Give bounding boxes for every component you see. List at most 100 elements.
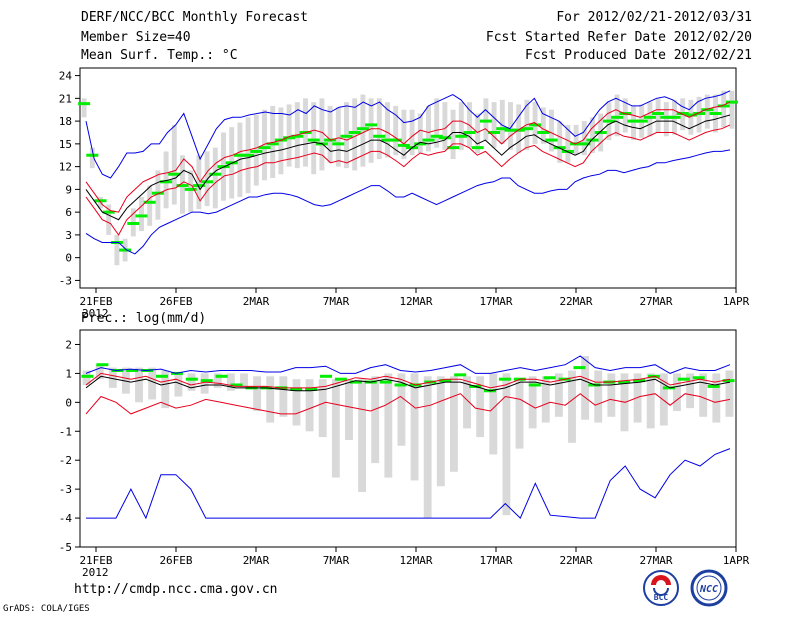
temp-box xyxy=(475,113,481,153)
temp-year-label: 2012 xyxy=(82,307,109,320)
temp-box xyxy=(573,124,579,156)
temp-box xyxy=(212,147,218,209)
prec-ytick-label: 2 xyxy=(65,338,72,351)
temp-box xyxy=(106,204,112,235)
prec-box xyxy=(345,379,353,440)
temp-ytick-label: 24 xyxy=(59,70,73,83)
temp-ens-max-line xyxy=(85,90,731,179)
temp-box xyxy=(450,109,456,160)
prec-box xyxy=(371,376,380,464)
temp-ens-min-line xyxy=(85,149,731,255)
temp-box xyxy=(721,90,727,128)
temp-box xyxy=(508,102,513,150)
temp-box xyxy=(385,102,390,158)
prec-box xyxy=(476,376,485,438)
temp-box xyxy=(704,94,710,129)
prec-box xyxy=(423,376,432,519)
temp-box xyxy=(163,151,169,209)
prec-xtick-label: 22MAR xyxy=(559,554,592,567)
temp-box xyxy=(409,109,415,156)
ncc-logo-icon: NCC xyxy=(690,569,728,607)
temp-ytick-label: 9 xyxy=(65,183,72,196)
temp-box xyxy=(196,155,202,210)
temp-box xyxy=(89,147,95,169)
prec-box xyxy=(148,367,157,400)
temp-box xyxy=(171,124,177,205)
temp-box xyxy=(335,107,341,167)
prec-box xyxy=(554,373,563,417)
prec-box xyxy=(449,376,458,472)
prec-box xyxy=(318,379,327,438)
prec-box xyxy=(515,379,524,449)
temp-box xyxy=(483,98,489,141)
prec-box xyxy=(305,379,314,432)
temp-box xyxy=(360,94,366,167)
prec-box xyxy=(489,373,498,455)
prec-box xyxy=(292,379,301,426)
temp-box xyxy=(688,99,694,135)
prec-box xyxy=(384,373,393,478)
prec-box xyxy=(266,376,275,423)
temp-ytick-label: -3 xyxy=(59,274,72,287)
prec-ytick-label: -1 xyxy=(59,425,72,438)
prec-panel-title: Prec.: log(mm/d) xyxy=(81,311,206,326)
prec-box xyxy=(410,373,419,481)
prec-box xyxy=(463,376,471,429)
prec-xtick-label: 26FEB xyxy=(159,554,192,567)
prec-box xyxy=(253,376,262,412)
svg-text:BCC: BCC xyxy=(654,593,669,602)
temp-box xyxy=(319,98,325,171)
prec-box xyxy=(135,367,143,403)
temp-xtick-label: 7MAR xyxy=(323,295,350,308)
forecast-produced: Fcst Produced Date 2012/02/21 xyxy=(525,48,752,63)
prec-box xyxy=(397,373,406,446)
temp-ytick-label: 12 xyxy=(59,161,72,174)
prec-ytick-label: -2 xyxy=(59,454,72,467)
temp-box xyxy=(631,105,636,141)
temp-box xyxy=(417,113,423,153)
temp-box xyxy=(114,234,120,266)
prec-box xyxy=(174,373,183,397)
temp-box xyxy=(557,121,563,163)
temp-box xyxy=(352,98,358,171)
prec-ytick-label: 1 xyxy=(65,367,72,380)
temp-lower-line xyxy=(85,124,731,236)
prec-box xyxy=(502,373,511,516)
svg-text:NCC: NCC xyxy=(699,584,718,595)
temp-ytick-label: 21 xyxy=(59,92,72,105)
member-size: Member Size=40 xyxy=(81,30,191,45)
temp-ytick-label: 6 xyxy=(65,206,72,219)
prec-box xyxy=(581,356,590,420)
prec-box xyxy=(699,373,708,417)
prec-box xyxy=(358,379,367,493)
temp-box xyxy=(655,98,661,133)
temp-box xyxy=(81,98,87,118)
temp-ytick-label: 3 xyxy=(65,229,72,242)
temp-box xyxy=(491,102,497,148)
temp-ytick-label: 0 xyxy=(65,252,72,265)
temp-box xyxy=(540,107,546,144)
temp-box xyxy=(614,94,620,137)
temp-panel: -3 0 3 6 9 12 15 18 21 24 21FEB 26FEB 2MAR 7MAR 12MAR 1… xyxy=(59,67,750,320)
temp-box xyxy=(139,196,144,232)
temp-box xyxy=(729,90,735,129)
temp-mean-line xyxy=(85,114,731,221)
forecast-period: For 2012/02/21-2012/03/31 xyxy=(556,10,752,25)
prec-upper-line xyxy=(85,372,731,389)
prec-box xyxy=(725,370,734,417)
temp-box xyxy=(663,102,669,137)
prec-box xyxy=(541,376,550,423)
prec-xtick-label: 21FEB xyxy=(79,554,112,567)
prec-box xyxy=(161,370,170,409)
temp-xtick-label: 21FEB xyxy=(79,295,112,308)
source-url[interactable]: http://cmdp.ncc.cma.gov.cn xyxy=(74,582,278,597)
temp-box xyxy=(590,117,595,153)
temp-box xyxy=(622,98,628,133)
prec-box xyxy=(240,373,248,388)
prec-box xyxy=(528,376,537,429)
prec-box xyxy=(594,370,603,423)
prec-box xyxy=(200,373,209,394)
prec-year-label: 2012 xyxy=(82,566,109,579)
prec-xtick-label: 7MAR xyxy=(323,554,350,567)
